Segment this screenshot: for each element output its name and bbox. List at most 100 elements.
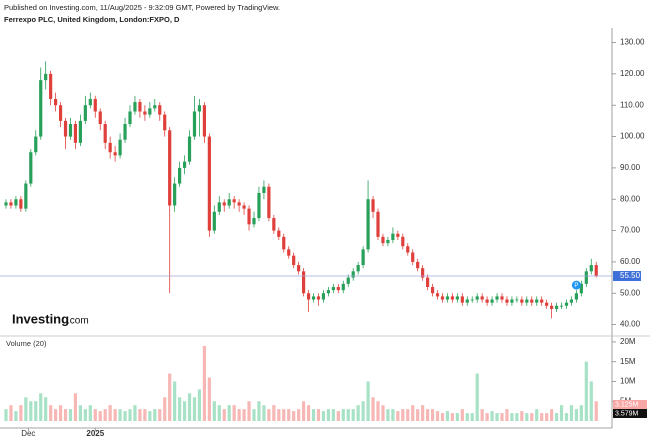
volume-bar — [173, 381, 177, 421]
candle-body — [366, 199, 370, 250]
volume-bar — [227, 405, 231, 421]
volume-bar — [326, 409, 330, 421]
published-note: Published on Investing.com, 11/Aug/2025 … — [4, 3, 280, 12]
candle-body — [371, 199, 375, 212]
volume-bar — [411, 405, 415, 421]
volume-bar — [158, 409, 162, 421]
volume-bar — [421, 405, 425, 421]
volume-bar — [346, 409, 350, 421]
candle-body — [485, 299, 489, 303]
candle-body — [192, 111, 197, 137]
volume-bar — [371, 397, 375, 421]
candle-body — [500, 296, 504, 300]
candle-body — [257, 192, 261, 219]
volume-bar — [386, 409, 390, 421]
candle-body — [4, 202, 8, 206]
candle-body — [98, 111, 102, 125]
candle-body — [103, 124, 107, 143]
volume-bar — [311, 409, 316, 421]
volume-bar — [242, 409, 246, 421]
volume-bar — [78, 405, 82, 421]
candle-body — [470, 299, 474, 301]
candle-body — [237, 202, 241, 206]
y-tick-label: 90.00 — [620, 163, 641, 172]
volume-bar — [435, 411, 440, 421]
candle-body — [584, 271, 588, 284]
last-volume-box — [613, 409, 647, 418]
volume-bar — [306, 405, 311, 421]
candle-body — [113, 152, 117, 156]
candle-body — [341, 283, 345, 291]
candle-body — [505, 299, 509, 303]
volume-bar — [550, 409, 554, 421]
candle-body — [34, 136, 38, 153]
candle-body — [535, 299, 539, 303]
volume-bar — [331, 409, 335, 421]
candle-body — [311, 296, 316, 300]
candle-body — [430, 286, 435, 294]
volume-bar — [336, 411, 340, 421]
volume-bar — [460, 409, 464, 421]
candle-body — [58, 105, 63, 121]
candle-body — [83, 105, 87, 121]
volume-bar — [257, 401, 261, 421]
volume-bar — [178, 397, 182, 421]
candle-body — [178, 167, 182, 184]
volume-bar — [103, 409, 107, 421]
candle-body — [73, 124, 78, 143]
candle-body — [247, 208, 251, 225]
volume-bar — [232, 405, 236, 421]
volume-bar — [138, 409, 142, 421]
volume-bar — [505, 409, 509, 421]
volume-bar — [589, 381, 593, 421]
candle-body — [421, 268, 425, 278]
volume-bar — [24, 397, 28, 421]
marker-badge — [571, 280, 581, 290]
volume-bar — [510, 413, 514, 421]
volume-bar — [182, 401, 187, 421]
candle-body — [78, 120, 82, 143]
volume-bar — [535, 409, 539, 421]
candle-body — [277, 230, 281, 237]
volume-bar — [559, 405, 564, 421]
volume-bar — [500, 413, 504, 421]
candle-body — [292, 255, 296, 266]
volume-bar — [44, 397, 48, 421]
volume-bar — [396, 411, 400, 421]
candle-body — [356, 265, 360, 272]
marker-label: P — [574, 283, 578, 289]
volume-bar — [267, 409, 271, 421]
y-tick-label: 130.00 — [620, 38, 645, 47]
candle-body — [9, 202, 13, 206]
y-tick-label: 40.00 — [620, 320, 641, 329]
candle-body — [426, 277, 430, 287]
candle-body — [44, 73, 48, 81]
y-tick-label: 70.00 — [620, 226, 641, 235]
volume-bar — [34, 401, 38, 421]
volume-bar — [282, 409, 286, 421]
volume-bar — [163, 397, 167, 421]
volume-title: Volume (20) — [6, 339, 47, 348]
volume-bar — [29, 401, 33, 421]
candle-body — [411, 252, 415, 262]
candle-body — [187, 136, 192, 162]
volume-bar — [222, 409, 226, 421]
volume-bar — [9, 405, 13, 421]
candle-body — [217, 202, 221, 212]
volume-ma-box — [613, 400, 647, 409]
x-tick-label: 2025 — [86, 429, 104, 438]
y-tick-label: 110.00 — [620, 100, 644, 109]
candle-body — [118, 139, 122, 156]
candle-body — [252, 218, 256, 225]
volume-bar — [113, 409, 117, 421]
volume-bar — [88, 405, 92, 421]
candle-body — [93, 98, 97, 112]
candle-body — [232, 199, 236, 203]
volume-bar — [430, 409, 435, 421]
volume-bar — [406, 409, 410, 421]
last-price-label: 55.50 — [620, 271, 641, 280]
volume-bar — [485, 413, 489, 421]
volume-bar — [39, 393, 43, 421]
volume-bar — [187, 393, 192, 421]
